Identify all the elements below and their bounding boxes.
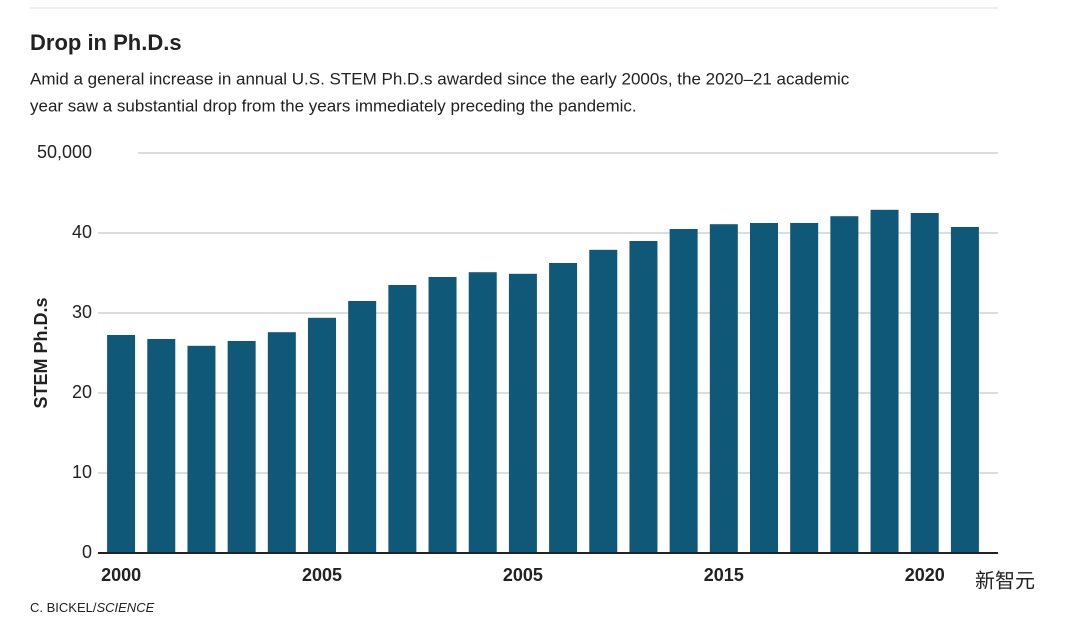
bar [870, 209, 899, 554]
bar [790, 223, 819, 553]
watermark: 新智元 [975, 569, 1035, 592]
bar [589, 249, 618, 554]
x-tick-label: 2020 [905, 565, 945, 585]
bar [147, 339, 176, 553]
y-tick-label: 30 [72, 302, 92, 322]
bar [910, 213, 939, 553]
source: C. BICKEL/SCIENCE [30, 600, 155, 615]
subtitle: year saw a substantial drop from the yea… [30, 96, 637, 115]
source-credit: C. BICKEL/ [30, 600, 97, 615]
bar [549, 263, 578, 553]
y-tick-label: 10 [72, 462, 92, 482]
subtitle: Amid a general increase in annual U.S. S… [30, 69, 850, 88]
bar [750, 223, 778, 553]
bar [388, 285, 417, 553]
bar [468, 272, 497, 553]
bar [629, 241, 658, 553]
x-tick-label: 2005 [302, 565, 342, 585]
bar [830, 216, 859, 553]
y-tick-label: 0 [82, 542, 92, 562]
y-tick-label: 20 [72, 382, 92, 402]
bar [308, 317, 336, 553]
bar [709, 224, 738, 553]
bar [428, 277, 457, 553]
y-tick-label: 50,000 [37, 142, 92, 162]
y-axis-label: STEM Ph.D.s [31, 297, 51, 408]
source-publication: SCIENCE [96, 600, 154, 615]
bar [267, 332, 296, 553]
bar [348, 301, 377, 553]
bar [227, 341, 256, 553]
bar [669, 229, 698, 553]
bar [508, 273, 537, 553]
bar [950, 227, 979, 553]
bar [187, 345, 216, 553]
x-tick-label: 2000 [101, 565, 141, 585]
y-tick-label: 40 [72, 222, 92, 242]
x-tick-label: 2015 [704, 565, 744, 585]
x-tick-label: 2005 [503, 565, 543, 585]
bar [107, 335, 136, 553]
chart-title: Drop in Ph.D.s [30, 30, 182, 55]
